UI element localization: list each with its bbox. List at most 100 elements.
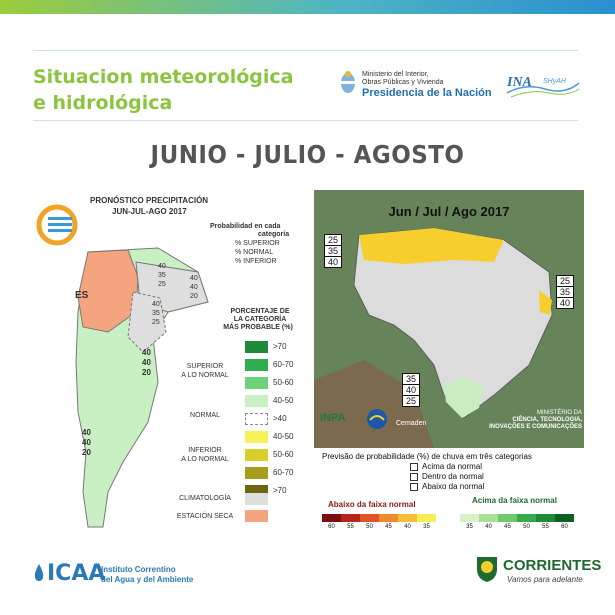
legend-label-8: 60-70 [273,468,294,477]
page-title-line1: Situacion meteorológica [33,66,294,88]
brazil-box-north-c: 40 [327,257,338,267]
brazil-box-south-a: 35 [403,374,419,385]
below-normal-label: Abaixo da faixa normal [328,500,416,509]
legend-label-2: 60-70 [273,360,294,369]
cat-inferior-line2: A LO NORMAL [181,456,229,463]
legend-label-7: 50-60 [273,450,294,459]
above-normal-label: Acima da faixa normal [472,496,557,505]
legend-label-4: 40-50 [273,396,294,405]
ina-logo: INA SHyAH [505,71,580,99]
ministry-line2: Obras Públicas y Vivienda [362,79,444,86]
season-title: JUNIO - JULIO - AGOSTO [150,140,465,169]
ina-wave-icon [506,82,580,98]
brazil-ministry: MINISTÉRIO DA CIÊNCIA, TECNOLOGIA, INOVA… [474,410,582,431]
brazil-forecast-panel: Jun / Jul / Ago 2017 25 35 40 25 35 40 3… [314,190,584,532]
below-scale-label-45: 45 [385,524,392,530]
brazil-box-north-a: 25 [325,235,341,246]
legend-swatch-climatologia [245,493,268,505]
brazil-box-south-c: 25 [405,396,416,406]
legend-swatch-7 [245,449,268,461]
legend-acima: Acima da normal [422,462,483,471]
brazil-map-frame: Jun / Jul / Ago 2017 25 35 40 25 35 40 3… [314,190,584,448]
triplet-2-b: 40 [190,284,198,291]
brazil-box-north: 25 35 40 [324,234,342,268]
header-divider-bottom [33,120,578,121]
triplet-1-a: 40 [158,263,166,270]
top-gradient-bar [0,0,615,14]
water-drop-icon [34,564,44,581]
triplet-2-a: 40 [190,275,198,282]
argentina-title-line2: JUN-JUL-AGO 2017 [112,207,187,216]
triplet-2: 40 40 20 [190,274,198,301]
triplet-3-b: 35 [152,310,160,317]
triplet-4: 40 40 20 [142,348,151,378]
argentina-forecast-panel: PRONÓSTICO PRECIPITACIÓN JUN-JUL-AGO 201… [30,190,305,535]
above-scale-label-45: 45 [504,524,511,530]
corrientes-logo: CORRIENTES Vamos para adelante [475,553,601,593]
inpa-logo: INPA [320,412,346,424]
above-scale-swatch-55 [536,514,555,522]
legend-swatch-5 [245,413,268,425]
triplet-5: 40 40 20 [82,428,91,458]
page-title-line2: e hidrológica [33,92,173,114]
brazil-map-title: Jun / Jul / Ago 2017 [388,204,510,219]
ministry-logo: Ministerio del Interior, Obras Públicas … [340,70,492,100]
icaa-line1: Instituto Correntino [101,565,176,574]
argentina-title-line1: PRONÓSTICO PRECIPITACIÓN [90,196,209,205]
legend-swatch-estacion-seca [245,510,268,522]
triplet-1: 40 35 25 [158,262,166,289]
below-scale-swatch-45 [379,514,398,522]
corrientes-name: CORRIENTES [503,557,602,574]
brazil-ministry-line1: MINISTÉRIO DA [536,410,582,416]
triplet-3: 40 35 25 [152,300,160,327]
legend-swatch-4 [245,395,268,407]
brazil-box-east-a: 25 [557,276,573,287]
cat-normal: NORMAL [190,412,220,419]
legend-label-6: 40-50 [273,432,294,441]
corrientes-shield-icon [477,557,497,582]
triplet-3-a: 40 [152,301,160,308]
below-scale-swatch-60 [322,514,341,522]
brazil-ministry-line2: CIÊNCIA, TECNOLOGIA, [512,417,582,423]
below-scale-swatch-40 [398,514,417,522]
corrientes-slogan: Vamos para adelante [507,575,583,584]
region-es-label: ES [75,290,89,301]
triplet-5-b: 40 [82,438,91,447]
below-scale-label-55: 55 [347,524,354,530]
triplet-4-a: 40 [142,348,151,357]
cat-estacion-seca: ESTACIÓN SECA [176,513,234,520]
brazil-box-south-b: 40 [403,385,419,396]
cemaden-logo: Cemaden [396,420,427,427]
prob-item-inferior: % INFERIOR [235,258,277,265]
above-scale-label-60: 60 [561,524,568,530]
ina-logo-sub: SHyAH [543,78,566,85]
argentina-map [75,247,209,528]
triplet-5-a: 40 [82,428,91,437]
legend-box-abaixo [410,483,418,491]
legend-dentro: Dentro da normal [422,472,484,481]
pct-title-line1: PORCENTAJE DE [230,308,290,315]
brazil-ministry-line3: INOVAÇÕES E COMUNICAÇÕES [489,424,582,430]
below-scale-label-60: 60 [328,524,335,530]
above-scale-swatch-60 [555,514,574,522]
triplet-1-b: 35 [158,272,166,279]
above-scale-swatch-45 [498,514,517,522]
legend-swatch-8 [245,467,268,479]
legend-swatch-3 [245,377,268,389]
cat-superior-line2: A LO NORMAL [181,372,229,379]
brazil-box-south: 35 40 25 [402,373,420,407]
brazil-map [314,190,584,448]
below-scale-swatch-55 [341,514,360,522]
cptec-logo-icon [367,409,387,429]
below-scale-label-40: 40 [404,524,411,530]
smn-logo-icon [36,204,78,246]
cat-superior: SUPERIOR A LO NORMAL [170,362,240,380]
below-scale-swatch-35 [417,514,436,522]
above-scale-label-40: 40 [485,524,492,530]
above-scale-label-50: 50 [523,524,530,530]
ministry-line1: Ministerio del Interior, [362,71,429,78]
brazil-box-east-b: 35 [557,287,573,298]
below-scale-label-35: 35 [423,524,430,530]
argentina-seal-icon [341,71,355,93]
cat-superior-line1: SUPERIOR [186,363,224,370]
